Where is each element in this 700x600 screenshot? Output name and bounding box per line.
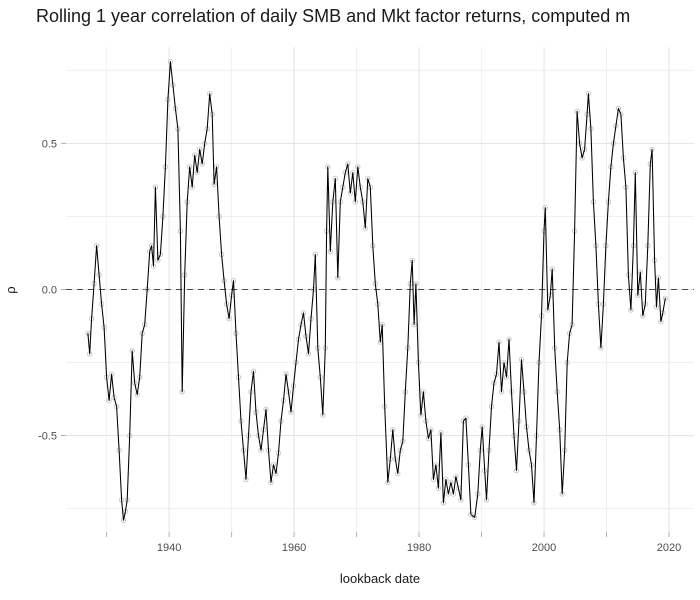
x-tick-label: 1980 — [407, 542, 431, 554]
x-tick-label: 1960 — [282, 542, 306, 554]
y-tick-label: -0.5 — [38, 431, 57, 443]
x-tick-labels: 1940 1960 1980 2000 2020 — [157, 542, 681, 554]
y-tick-label: 0.5 — [42, 138, 57, 150]
x-tick-label: 1940 — [157, 542, 181, 554]
x-tick-label: 2000 — [532, 542, 556, 554]
axis-tick-marks — [61, 142, 670, 537]
correlation-polyline — [87, 61, 666, 521]
x-tick-label: 2020 — [657, 542, 681, 554]
x-axis-title: lookback date — [340, 571, 420, 586]
chart-title: Rolling 1 year correlation of daily SMB … — [36, 6, 630, 26]
y-axis-title: ρ — [3, 286, 18, 293]
y-tick-labels: 0.5 0.0 -0.5 — [38, 138, 57, 442]
y-tick-label: 0.0 — [42, 285, 57, 297]
data-line — [87, 61, 666, 521]
